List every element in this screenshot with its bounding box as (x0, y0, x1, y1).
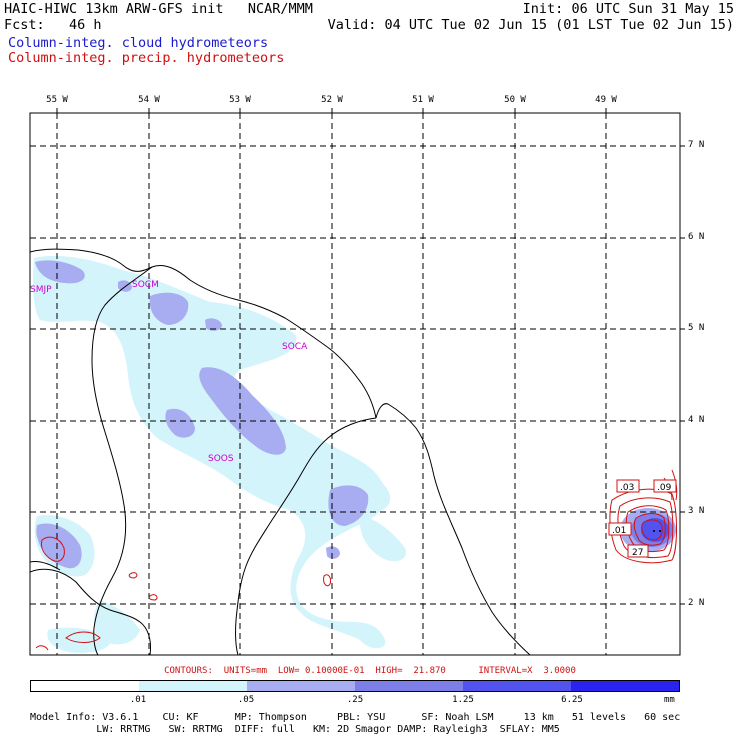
lat-label-7n: 7 N (688, 140, 705, 150)
contour-label-box: .03 (616, 479, 640, 493)
cloud-field-dark (620, 508, 676, 552)
color-bar-unit: mm (664, 695, 675, 705)
color-bar-bin (247, 681, 355, 691)
contour-label: .09 (657, 483, 672, 493)
contour-info: CONTOURS: UNITS=mm LOW= 0.10000E-01 HIGH… (164, 666, 576, 676)
color-bar-bin (571, 681, 679, 691)
color-bar-bin (463, 681, 571, 691)
color-bar-bin (139, 681, 247, 691)
lat-label-3n: 3 N (688, 506, 705, 516)
frame-ticks (56, 108, 685, 605)
lat-label-5n: 5 N (688, 323, 705, 333)
contour-label: .03 (620, 483, 634, 493)
contour-label: 27 (632, 548, 643, 558)
valid-time: Valid: 04 UTC Tue 02 Jun 15 (01 LST Tue … (327, 17, 734, 33)
coastline (30, 248, 531, 655)
lat-label-4n: 4 N (688, 415, 705, 425)
lat-label-6n: 6 N (688, 232, 705, 242)
model-info-line2: LW: RRTMG SW: RRTMG DIFF: full KM: 2D Sm… (30, 724, 560, 735)
station-label: SOCA (282, 342, 308, 352)
lon-label-53w: 53 W (229, 95, 251, 105)
color-bar-label: .05 (237, 695, 255, 705)
lon-label-51w: 51 W (412, 95, 434, 105)
map-frame (29, 112, 681, 656)
station-label: SMJP (30, 285, 52, 295)
lon-label-52w: 52 W (321, 95, 343, 105)
cloud-field-mid (35, 260, 369, 569)
lat-label-2n: 2 N (688, 598, 705, 608)
lon-label-54w: 54 W (138, 95, 160, 105)
contour-label-box: .09 (653, 479, 677, 493)
field-label-cloud: Column-integ. cloud hydrometeors (8, 35, 269, 51)
plot-title: HAIC-HIWC 13km ARW-GFS init NCAR/MMM (4, 1, 313, 17)
lat-lon-grid (30, 113, 680, 655)
color-bar-bin (31, 681, 139, 691)
color-bar-bin (355, 681, 463, 691)
contour-label-box: 27 (627, 544, 649, 558)
lon-label-50w: 50 W (504, 95, 526, 105)
color-bar-label: 1.25 (452, 695, 474, 705)
model-info-line1: Model Info: V3.6.1 CU: KF MP: Thompson P… (30, 712, 681, 723)
contour-label: .01 (612, 526, 626, 536)
station-label: SOCM (132, 280, 159, 290)
field-label-precip: Column-integ. precip. hydrometeors (8, 50, 285, 66)
color-bar (30, 680, 680, 692)
peak-marker (653, 530, 661, 532)
lon-label-55w: 55 W (46, 95, 68, 105)
color-bar-label: .01 (129, 695, 147, 705)
contour-label-box: .01 (608, 522, 632, 536)
color-bar-label: .25 (346, 695, 364, 705)
lon-label-49w: 49 W (595, 95, 617, 105)
forecast-hour: Fcst: 46 h (4, 17, 102, 33)
init-time: Init: 06 UTC Sun 31 May 15 (522, 1, 734, 17)
station-label: SOOS (208, 454, 234, 464)
color-bar-label: 6.25 (561, 695, 583, 705)
